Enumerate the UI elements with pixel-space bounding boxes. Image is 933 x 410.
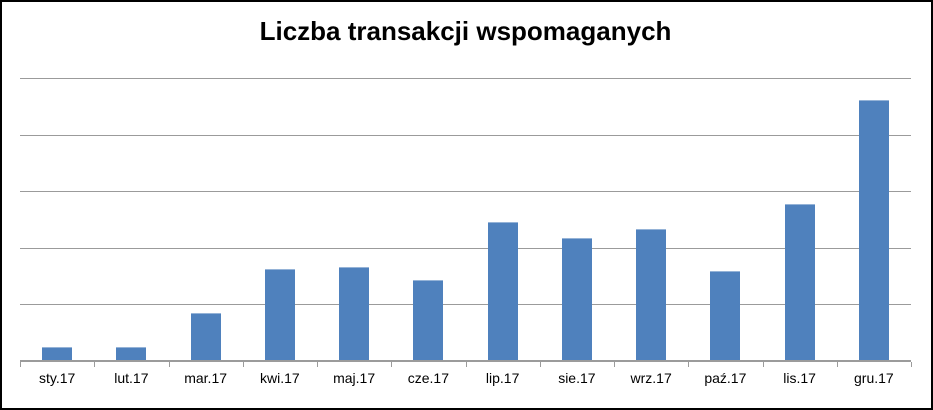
x-axis-tick xyxy=(836,362,838,367)
x-label-lis.17: lis.17 xyxy=(783,370,816,386)
bar-sie.17 xyxy=(561,238,592,360)
x-axis-tick xyxy=(465,362,467,367)
chart-title: Liczba transakcji wspomaganych xyxy=(259,16,672,46)
x-axis-tick xyxy=(20,362,21,367)
x-axis-tick xyxy=(762,362,764,367)
bar-kwi.17 xyxy=(264,269,295,360)
bar-gru.17 xyxy=(858,100,889,360)
x-axis-line xyxy=(20,360,911,362)
y-gridline xyxy=(20,304,911,306)
x-axis-tick xyxy=(911,362,912,367)
x-axis-tick xyxy=(168,362,170,367)
y-gridline xyxy=(20,134,911,136)
bar-mar.17 xyxy=(190,313,221,360)
x-label-paź.17: paź.17 xyxy=(704,370,747,386)
x-axis-tick xyxy=(391,362,393,367)
bar-sty.17 xyxy=(42,346,73,360)
x-axis-tick xyxy=(242,362,244,367)
x-label-gru.17: gru.17 xyxy=(854,370,894,386)
x-axis-tick xyxy=(94,362,96,367)
bar-lut.17 xyxy=(116,346,147,360)
x-label-lip.17: lip.17 xyxy=(485,370,520,386)
x-axis-tick xyxy=(317,362,318,367)
x-label-maj.17: maj.17 xyxy=(333,370,376,386)
bar-wrz.17 xyxy=(636,229,667,360)
x-label-mar.17: mar.17 xyxy=(184,370,228,386)
bar-lip.17 xyxy=(487,222,518,360)
bar-paź.17 xyxy=(710,270,741,360)
y-gridline xyxy=(20,191,911,193)
x-axis-tick xyxy=(688,362,690,367)
x-axis-labels: sty.17 lut.17 mar.17 kwi.17 maj.17 cze.17 lip.… xyxy=(20,370,911,394)
y-gridline xyxy=(20,247,911,249)
x-label-cze.17: cze.17 xyxy=(407,370,449,386)
plot-area xyxy=(20,78,912,367)
x-label-kwi.17: kwi.17 xyxy=(260,370,300,386)
x-label-lut.17: lut.17 xyxy=(114,370,149,386)
x-label-wrz.17: wrz.17 xyxy=(630,370,672,386)
x-label-sie.17: sie.17 xyxy=(558,370,596,386)
bar-maj.17 xyxy=(339,267,370,360)
x-axis-tick xyxy=(539,362,541,367)
bar-cze.17 xyxy=(413,280,444,360)
bar-lis.17 xyxy=(784,203,815,360)
x-axis-tick xyxy=(614,362,615,367)
x-label-sty.17: sty.17 xyxy=(38,370,76,386)
y-gridline xyxy=(20,78,911,79)
